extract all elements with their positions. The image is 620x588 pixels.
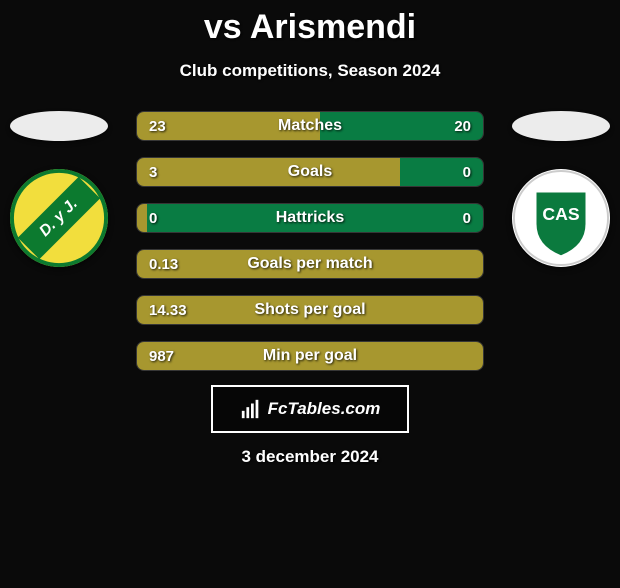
defensa-y-justicia-badge: D. y J. — [10, 169, 108, 267]
watermark-text: FcTables.com — [268, 399, 381, 419]
date-text: 3 december 2024 — [0, 447, 620, 467]
stat-row: 2320Matches — [136, 111, 484, 141]
stat-label: Shots per goal — [137, 296, 483, 324]
comparison-content: D. y J. CAS 2320Matches 30Goals 00Hattrick… — [0, 111, 620, 467]
left-team-column: D. y J. — [10, 111, 108, 267]
page-subtitle: Club competitions, Season 2024 — [0, 61, 620, 81]
page-title: vs Arismendi — [0, 8, 620, 47]
argentina-flag-icon — [512, 111, 610, 141]
right-team-column: CAS — [512, 111, 610, 267]
stat-row: 14.33Shots per goal — [136, 295, 484, 325]
stat-label: Goals per match — [137, 250, 483, 278]
fctables-icon — [240, 398, 262, 420]
club-badge-svg: CAS — [512, 169, 610, 267]
sarmiento-badge: CAS — [512, 169, 610, 267]
club-badge-svg: D. y J. — [10, 169, 108, 267]
watermark: FcTables.com — [211, 385, 409, 433]
stat-label: Goals — [137, 158, 483, 186]
stats-bars: 2320Matches 30Goals 00Hattricks 0.13Goals p… — [136, 111, 484, 371]
stat-row: 00Hattricks — [136, 203, 484, 233]
stat-label: Min per goal — [137, 342, 483, 370]
stat-row: 30Goals — [136, 157, 484, 187]
stat-label: Hattricks — [137, 204, 483, 232]
stat-label: Matches — [137, 112, 483, 140]
stat-row: 0.13Goals per match — [136, 249, 484, 279]
svg-text:CAS: CAS — [542, 204, 579, 224]
argentina-flag-icon — [10, 111, 108, 141]
stat-row: 987Min per goal — [136, 341, 484, 371]
